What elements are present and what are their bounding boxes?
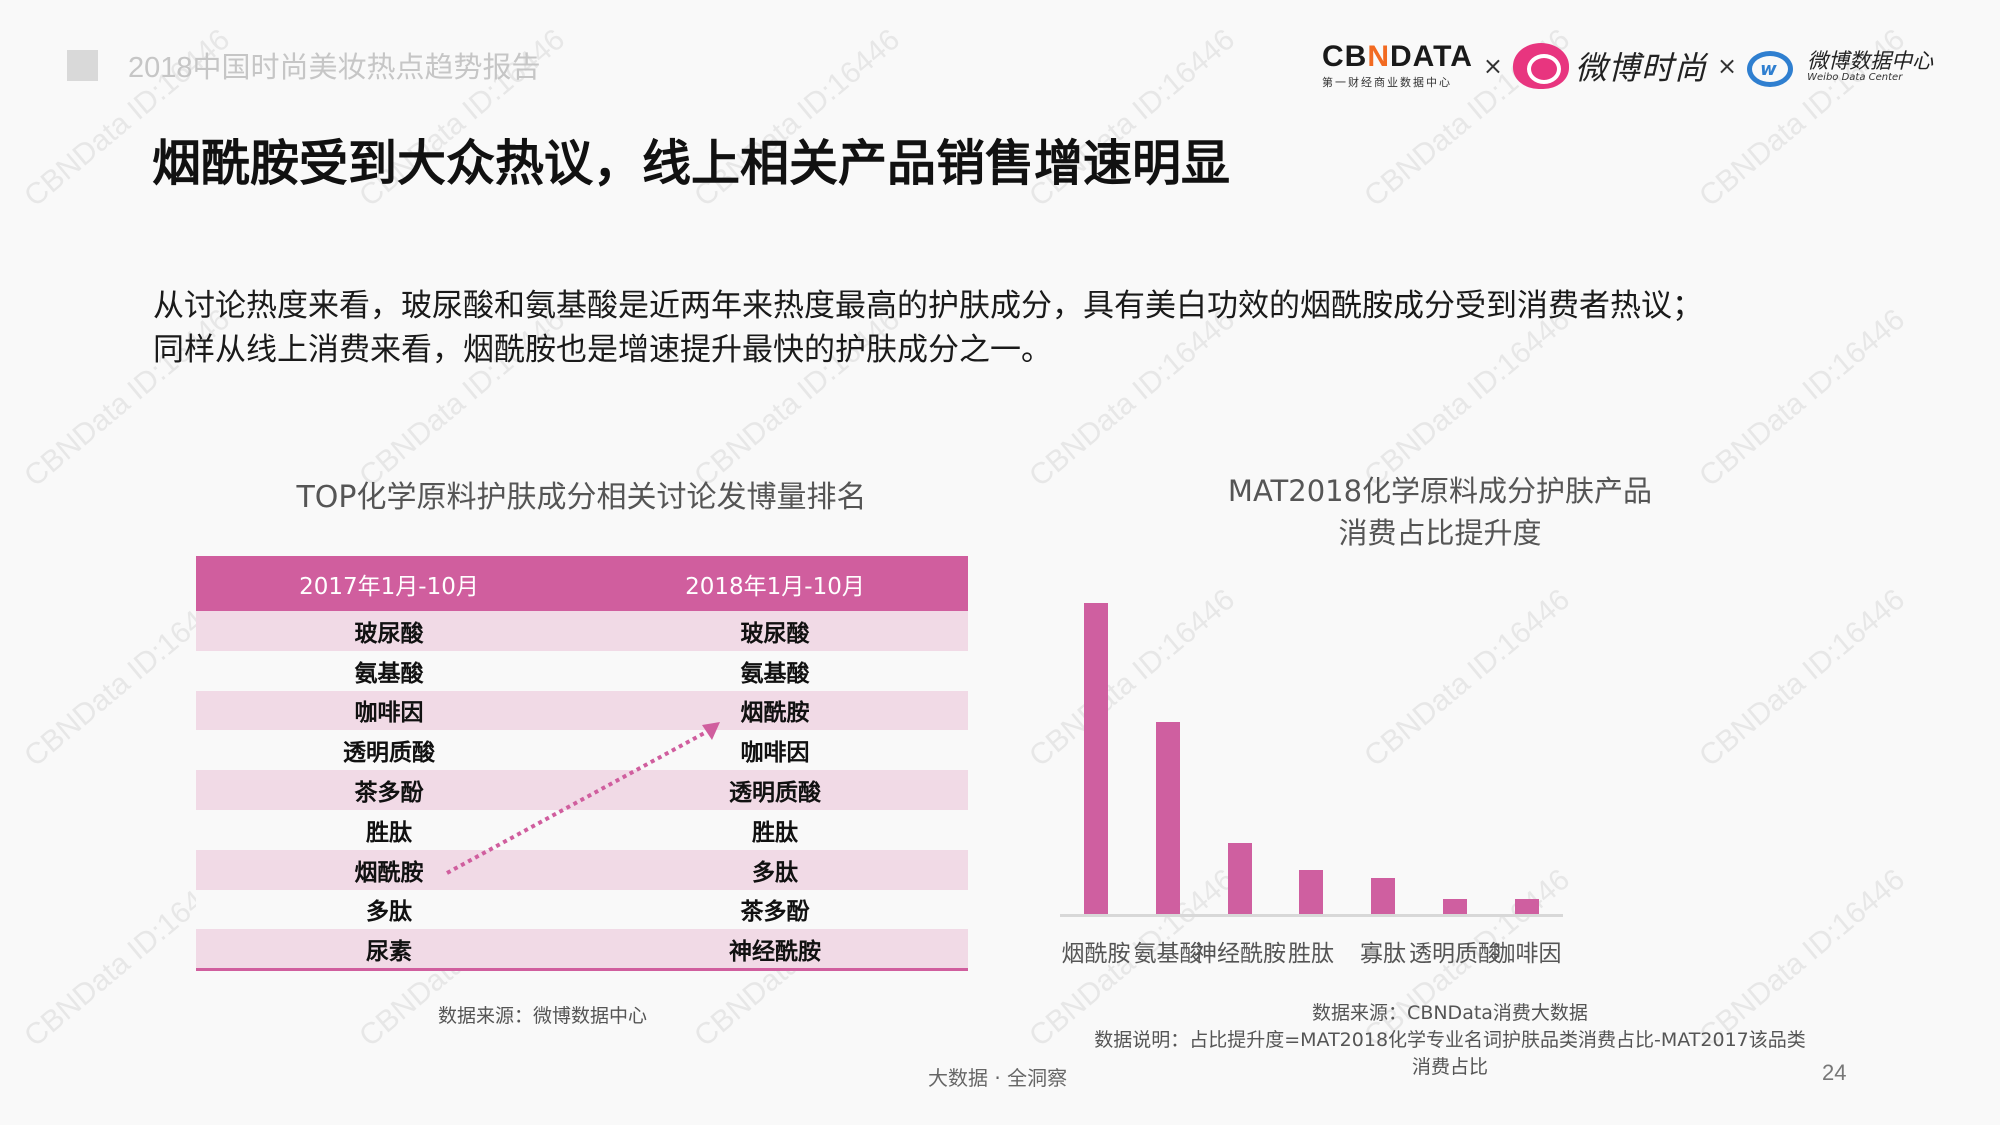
- chart-source: 数据来源：CBNData消费大数据: [1312, 1002, 1588, 1024]
- cell-2017: 多肽: [196, 889, 582, 930]
- cbndata-word-prefix: CB: [1322, 40, 1368, 73]
- times-icon: ×: [1717, 52, 1738, 80]
- slide-title: 烟酰胺受到大众热议，线上相关产品销售增速明显: [152, 135, 1231, 192]
- weibo-data-center-logo-icon: w: [1747, 43, 1801, 89]
- table-source-note: 数据来源：微博数据中心: [438, 1005, 648, 1027]
- bar-hyaluronic-acid: [1443, 899, 1467, 914]
- chart-title-line-2: 消费占比提升度: [1338, 516, 1542, 550]
- page-number: 24: [1822, 1060, 1847, 1085]
- column-header-2018: 2018年1月-10月: [582, 556, 968, 611]
- table-row: 咖啡因 烟酰胺: [196, 690, 968, 731]
- cell-2018: 多肽: [582, 849, 968, 890]
- table-row: 胜肽 胜肽: [196, 809, 968, 850]
- bar-amino-acid: [1156, 722, 1180, 914]
- bar-oligopeptide: [1371, 878, 1395, 914]
- cell-2018: 茶多酚: [582, 889, 968, 930]
- cell-2017: 胜肽: [196, 809, 582, 850]
- cell-2017: 烟酰胺: [196, 849, 582, 890]
- body-line-1: 从讨论热度来看，玻尿酸和氨基酸是近两年来热度最高的护肤成分，具有美白功效的烟酰胺…: [153, 288, 1703, 324]
- cell-2018: 咖啡因: [582, 730, 968, 771]
- bar-peptide: [1299, 870, 1323, 914]
- body-line-2: 同样从线上消费来看，烟酰胺也是增速提升最快的护肤成分之一。: [153, 332, 1052, 368]
- chart-note-line-1: 数据说明：占比提升度=MAT2018化学专业名词护肤品类消费占比-MAT2017…: [1094, 1029, 1806, 1051]
- cell-2018: 烟酰胺: [582, 690, 968, 731]
- footer-slogan: 大数据 · 全洞察: [928, 1066, 1068, 1090]
- cbndata-logo: CBNDATA 第一财经商业数据中心: [1322, 42, 1473, 90]
- partner-logos: CBNDATA 第一财经商业数据中心 × 微博时尚 × w 微博数据中心 Wei…: [1322, 36, 1933, 96]
- table-row: 尿素 神经酰胺: [196, 929, 968, 971]
- cell-2017: 咖啡因: [196, 690, 582, 731]
- weibo-fashion-logo-icon: [1513, 43, 1569, 89]
- report-title: 2018中国时尚美妆热点趋势报告: [128, 52, 541, 84]
- bar-chart: [1060, 590, 1563, 917]
- bar-ceramide: [1228, 843, 1252, 914]
- cell-2017: 玻尿酸: [196, 611, 582, 651]
- ranking-table-title: TOP化学原料护肤成分相关讨论发博量排名: [296, 480, 867, 515]
- cbndata-word-suffix: DATA: [1390, 40, 1473, 73]
- bar-niacinamide: [1084, 603, 1108, 914]
- cbndata-word-n: N: [1367, 40, 1391, 73]
- watermark: CBNData ID:16446: [1693, 582, 1912, 774]
- cbndata-subtitle: 第一财经商业数据中心: [1322, 76, 1452, 89]
- ranking-table: 2017年1月-10月 2018年1月-10月 玻尿酸 玻尿酸 氨基酸 氨基酸 …: [196, 556, 968, 971]
- slide-body: 从讨论热度来看，玻尿酸和氨基酸是近两年来热度最高的护肤成分，具有美白功效的烟酰胺…: [153, 284, 1873, 372]
- table-row: 氨基酸 氨基酸: [196, 650, 968, 691]
- cell-2018: 玻尿酸: [582, 611, 968, 651]
- bar-caffeine: [1515, 899, 1539, 914]
- weibo-fashion-wordmark: 微博时尚: [1575, 49, 1708, 87]
- table-row: 多肽 茶多酚: [196, 889, 968, 930]
- table-row: 透明质酸 咖啡因: [196, 730, 968, 771]
- cell-2018: 神经酰胺: [582, 929, 968, 971]
- cell-2017: 氨基酸: [196, 650, 582, 691]
- x-tick-label: 烟酰胺: [1061, 941, 1131, 967]
- cell-2018: 透明质酸: [582, 770, 968, 810]
- table-row: 茶多酚 透明质酸: [196, 770, 968, 810]
- x-tick-label: 咖啡因: [1492, 941, 1562, 967]
- times-icon: ×: [1482, 52, 1503, 80]
- chart-title: MAT2018化学原料成分护肤产品 消费占比提升度: [1100, 470, 1780, 554]
- x-tick-label: 神经酰胺: [1194, 941, 1286, 967]
- cell-2017: 茶多酚: [196, 770, 582, 810]
- x-tick-label: 寡肽: [1360, 941, 1406, 967]
- cell-2018: 氨基酸: [582, 650, 968, 691]
- column-header-2017: 2017年1月-10月: [196, 556, 582, 611]
- chart-source-note: 数据来源：CBNData消费大数据 数据说明：占比提升度=MAT2018化学专业…: [1040, 1000, 1860, 1081]
- header-square-icon: [67, 50, 98, 81]
- table-row: 烟酰胺 多肽: [196, 849, 968, 890]
- cell-2018: 胜肽: [582, 809, 968, 850]
- cell-2017: 透明质酸: [196, 730, 582, 771]
- x-axis: [1060, 914, 1563, 917]
- table-row: 玻尿酸 玻尿酸: [196, 611, 968, 651]
- cell-2017: 尿素: [196, 929, 582, 971]
- weibo-data-center-cn: 微博数据中心: [1807, 48, 1934, 73]
- chart-note-line-2: 消费占比: [1411, 1056, 1488, 1078]
- chart-title-line-1: MAT2018化学原料成分护肤产品: [1227, 474, 1653, 508]
- x-tick-label: 透明质酸: [1409, 941, 1501, 967]
- x-tick-label: 氨基酸: [1133, 941, 1203, 967]
- x-tick-label: 胜肽: [1288, 941, 1334, 967]
- weibo-data-center-en: Weibo Data Center: [1807, 71, 1903, 83]
